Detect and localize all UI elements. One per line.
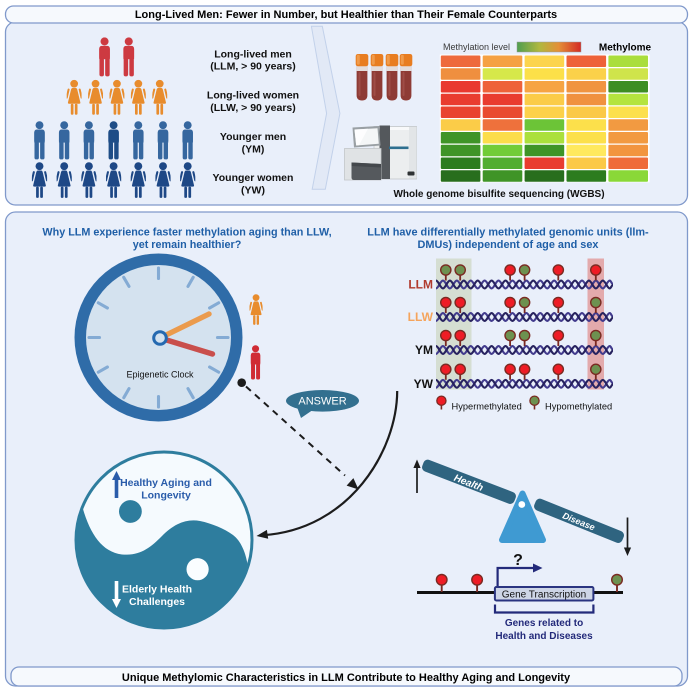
svg-text:Elderly Health: Elderly Health	[122, 584, 192, 596]
svg-text:Epigenetic Clock: Epigenetic Clock	[126, 370, 194, 380]
svg-text:YM: YM	[415, 343, 433, 357]
svg-text:ANSWER: ANSWER	[298, 396, 346, 408]
svg-text:Why LLM experience faster meth: Why LLM experience faster methylation ag…	[42, 226, 331, 238]
svg-text:Genes related to: Genes related to	[505, 618, 583, 629]
svg-text:Younger women: Younger women	[213, 172, 294, 184]
svg-text:Long-lived men: Long-lived men	[214, 48, 292, 60]
svg-text:yet remain healthier?: yet remain healthier?	[133, 239, 242, 251]
svg-text:LLM: LLM	[408, 278, 433, 292]
svg-text:YW: YW	[414, 377, 434, 391]
svg-text:Gene Transcription: Gene Transcription	[502, 590, 587, 601]
svg-text:LLW: LLW	[408, 310, 434, 324]
svg-text:Longevity: Longevity	[141, 490, 191, 502]
svg-text:Healthy Aging and: Healthy Aging and	[120, 477, 212, 489]
svg-text:Hypermethylated: Hypermethylated	[452, 401, 522, 411]
svg-text:(LLM, > 90 years): (LLM, > 90 years)	[210, 61, 296, 73]
svg-text:(LLW, > 90 years): (LLW, > 90 years)	[210, 102, 296, 114]
svg-text:Methylation level: Methylation level	[443, 42, 510, 52]
svg-text:Younger men: Younger men	[220, 131, 286, 143]
svg-text:Whole genome bisulfite sequenc: Whole genome bisulfite sequencing (WGBS)	[393, 189, 604, 200]
svg-text:Long-lived women: Long-lived women	[207, 90, 299, 102]
svg-text:Long-Lived Men: Fewer in Numbe: Long-Lived Men: Fewer in Number, but Hea…	[135, 9, 557, 21]
svg-text:Methylome: Methylome	[599, 43, 652, 54]
svg-text:?: ?	[513, 552, 523, 569]
svg-text:Challenges: Challenges	[129, 596, 185, 608]
svg-text:Hypomethylated: Hypomethylated	[545, 401, 612, 411]
svg-text:Unique Methylomic Characterist: Unique Methylomic Characteristics in LLM…	[122, 672, 571, 684]
svg-text:LLM have differentially methyl: LLM have differentially methylated genom…	[367, 226, 649, 238]
svg-text:DMUs) independent of age and s: DMUs) independent of age and sex	[418, 239, 599, 251]
svg-text:Health and Diseases: Health and Diseases	[495, 631, 593, 642]
svg-text:(YM): (YM)	[242, 143, 265, 155]
svg-text:(YW): (YW)	[241, 184, 265, 196]
